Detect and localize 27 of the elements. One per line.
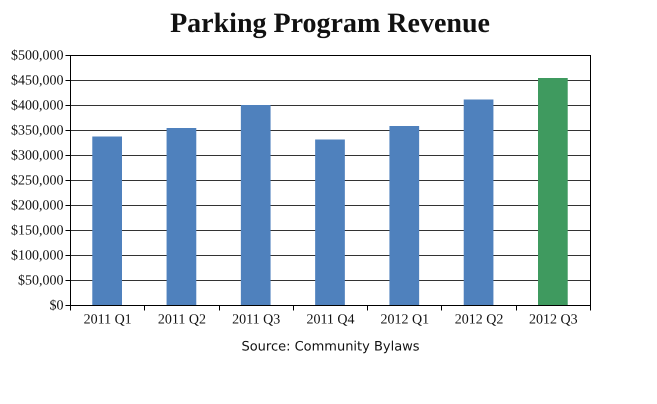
chart-title: Parking Program Revenue [170,8,490,39]
x-tick-label: 2011 Q3 [232,312,280,328]
y-tick-label: $350,000 [11,124,64,138]
bar [240,105,271,305]
y-tick-label: $250,000 [11,174,64,188]
x-tick-label: 2011 Q2 [158,312,206,328]
y-tick-label: $200,000 [11,198,64,214]
y-tick-label: $500,000 [11,48,64,64]
source-note: Source: Community Bylaws [241,340,420,354]
y-tick-label: $0 [50,298,64,314]
y-tick-label: $100,000 [11,248,64,264]
x-tick-label: 2011 Q4 [306,312,355,328]
bar [166,128,196,305]
x-tick-label: 2012 Q3 [529,312,578,328]
y-tick-label: $150,000 [11,224,64,238]
bar [92,136,122,305]
x-tick-label: 2012 Q2 [454,312,504,328]
bar [538,78,568,305]
y-tick-label: $400,000 [11,98,64,114]
bar [464,100,494,305]
y-tick-label: $300,000 [11,148,64,164]
bar [389,126,420,305]
x-tick-label: 2011 Q1 [84,312,132,328]
y-tick-label: $50,000 [18,274,64,288]
bar [315,140,345,305]
y-tick-label: $450,000 [11,74,64,88]
x-tick-label: 2012 Q1 [380,312,430,328]
